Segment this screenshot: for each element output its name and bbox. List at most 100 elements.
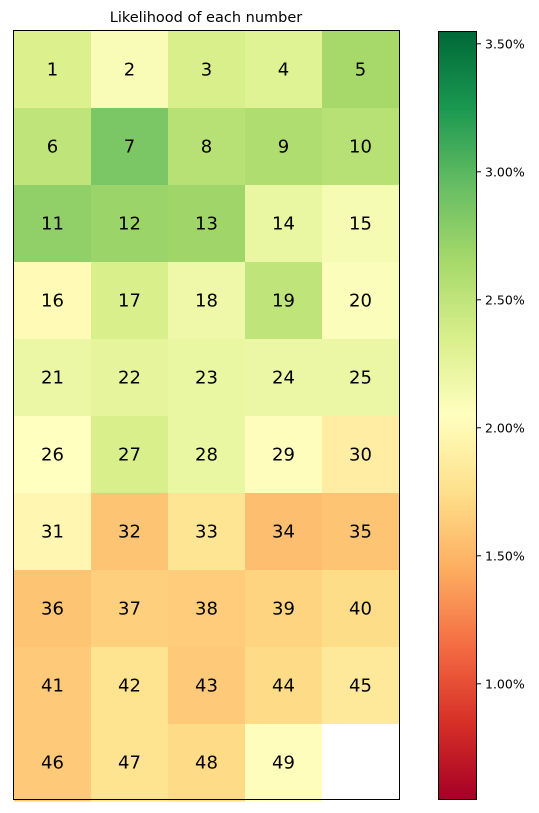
heatmap-cell: [245, 647, 323, 725]
cell-label: 8: [201, 137, 212, 158]
cell-label: 10: [349, 137, 372, 158]
heatmap-cell: [245, 416, 323, 494]
cell-label: 39: [272, 599, 295, 620]
cell-label: 22: [118, 368, 141, 389]
cell-label: 6: [47, 137, 58, 158]
heatmap-cell: [91, 31, 169, 109]
heatmap-cell: [322, 262, 400, 340]
cell-label: 15: [349, 214, 372, 235]
colorbar-tick-label: 2.50%: [485, 292, 525, 307]
heatmap-cell: [322, 31, 400, 109]
colorbar-ticks: 1.00% 1.50% 2.00% 2.50% 3.00% 3.50%: [476, 36, 525, 691]
heatmap-cell: [245, 570, 323, 648]
heatmap-cell: [14, 493, 92, 571]
cell-label: 37: [118, 599, 141, 620]
cell-label: 41: [41, 676, 64, 697]
heatmap-cell: [322, 339, 400, 417]
heatmap-cell: [168, 493, 246, 571]
heatmap-cell: [14, 570, 92, 648]
heatmap-cell: [91, 647, 169, 725]
heatmap-cell: [322, 416, 400, 494]
heatmap-cell: [322, 724, 400, 802]
heatmap-cell: [245, 339, 323, 417]
heatmap-cell: [91, 262, 169, 340]
cell-label: 38: [195, 599, 218, 620]
heatmap-cell: [322, 647, 400, 725]
heatmap-cell: [91, 416, 169, 494]
cell-label: 42: [118, 676, 141, 697]
cell-label: 47: [118, 753, 141, 774]
heatmap-cell: [245, 108, 323, 186]
cell-label: 29: [272, 445, 295, 466]
heatmap-cell: [245, 493, 323, 571]
cell-label: 5: [355, 60, 366, 81]
heatmap-cell: [168, 185, 246, 263]
colorbar-tick-label: 1.50%: [485, 548, 525, 563]
heatmap-cell: [245, 724, 323, 802]
cell-label: 31: [41, 522, 64, 543]
heatmap-cell: [322, 108, 400, 186]
cell-label: 28: [195, 445, 218, 466]
cell-label: 25: [349, 368, 372, 389]
heatmap-cell: [91, 493, 169, 571]
chart-title: Likelihood of each number: [110, 10, 303, 26]
heatmap-cell: [245, 31, 323, 109]
colorbar-tick-label: 2.00%: [485, 420, 525, 435]
cell-label: 35: [349, 522, 372, 543]
heatmap-cell: [168, 31, 246, 109]
heatmap-cell: [168, 570, 246, 648]
cell-label: 36: [41, 599, 64, 620]
cell-label: 12: [118, 214, 141, 235]
cell-label: 9: [278, 137, 289, 158]
cell-label: 34: [272, 522, 295, 543]
cell-label: 40: [349, 599, 372, 620]
cell-label: 43: [195, 676, 218, 697]
heatmap-cell: [322, 185, 400, 263]
cell-label: 19: [272, 291, 295, 312]
cell-label: 27: [118, 445, 141, 466]
cell-label: 18: [195, 291, 218, 312]
cell-label: 30: [349, 445, 372, 466]
cell-label: 14: [272, 214, 295, 235]
heatmap-cell: [168, 108, 246, 186]
colorbar-tick-label: 3.00%: [485, 164, 525, 179]
cell-label: 49: [272, 753, 295, 774]
heatmap-cell: [14, 339, 92, 417]
cell-label: 24: [272, 368, 295, 389]
heatmap-cell: [91, 339, 169, 417]
heatmap-cell: [168, 339, 246, 417]
cell-label: 32: [118, 522, 141, 543]
cell-label: 26: [41, 445, 64, 466]
cell-label: 4: [278, 60, 289, 81]
heatmap-cell: [14, 262, 92, 340]
heatmap-cell: [14, 185, 92, 263]
cell-label: 11: [41, 214, 64, 235]
cell-label: 44: [272, 676, 295, 697]
colorbar-frame: [438, 31, 477, 800]
heatmap-cell: [168, 416, 246, 494]
heatmap-cell: [14, 31, 92, 109]
heatmap-cell: [168, 724, 246, 802]
cell-label: 1: [47, 60, 58, 81]
heatmap-cell: [322, 493, 400, 571]
cell-label: 17: [118, 291, 141, 312]
cell-label: 46: [41, 753, 64, 774]
colorbar: [438, 31, 476, 799]
heatmap-cell: [91, 724, 169, 802]
heatmap-cell: [14, 108, 92, 186]
colorbar-tick-label: 1.00%: [485, 676, 525, 691]
cell-label: 33: [195, 522, 218, 543]
cell-label: 21: [41, 368, 64, 389]
heatmap-cell: [168, 647, 246, 725]
heatmap-cell: [14, 724, 92, 802]
cell-label: 3: [201, 60, 212, 81]
heatmap-cell: [91, 185, 169, 263]
heatmap-cell: [91, 570, 169, 648]
heatmap-frame: [13, 30, 400, 800]
cell-label: 23: [195, 368, 218, 389]
heatmap-cell: [14, 416, 92, 494]
heatmap-cell: [91, 108, 169, 186]
cell-label: 45: [349, 676, 372, 697]
